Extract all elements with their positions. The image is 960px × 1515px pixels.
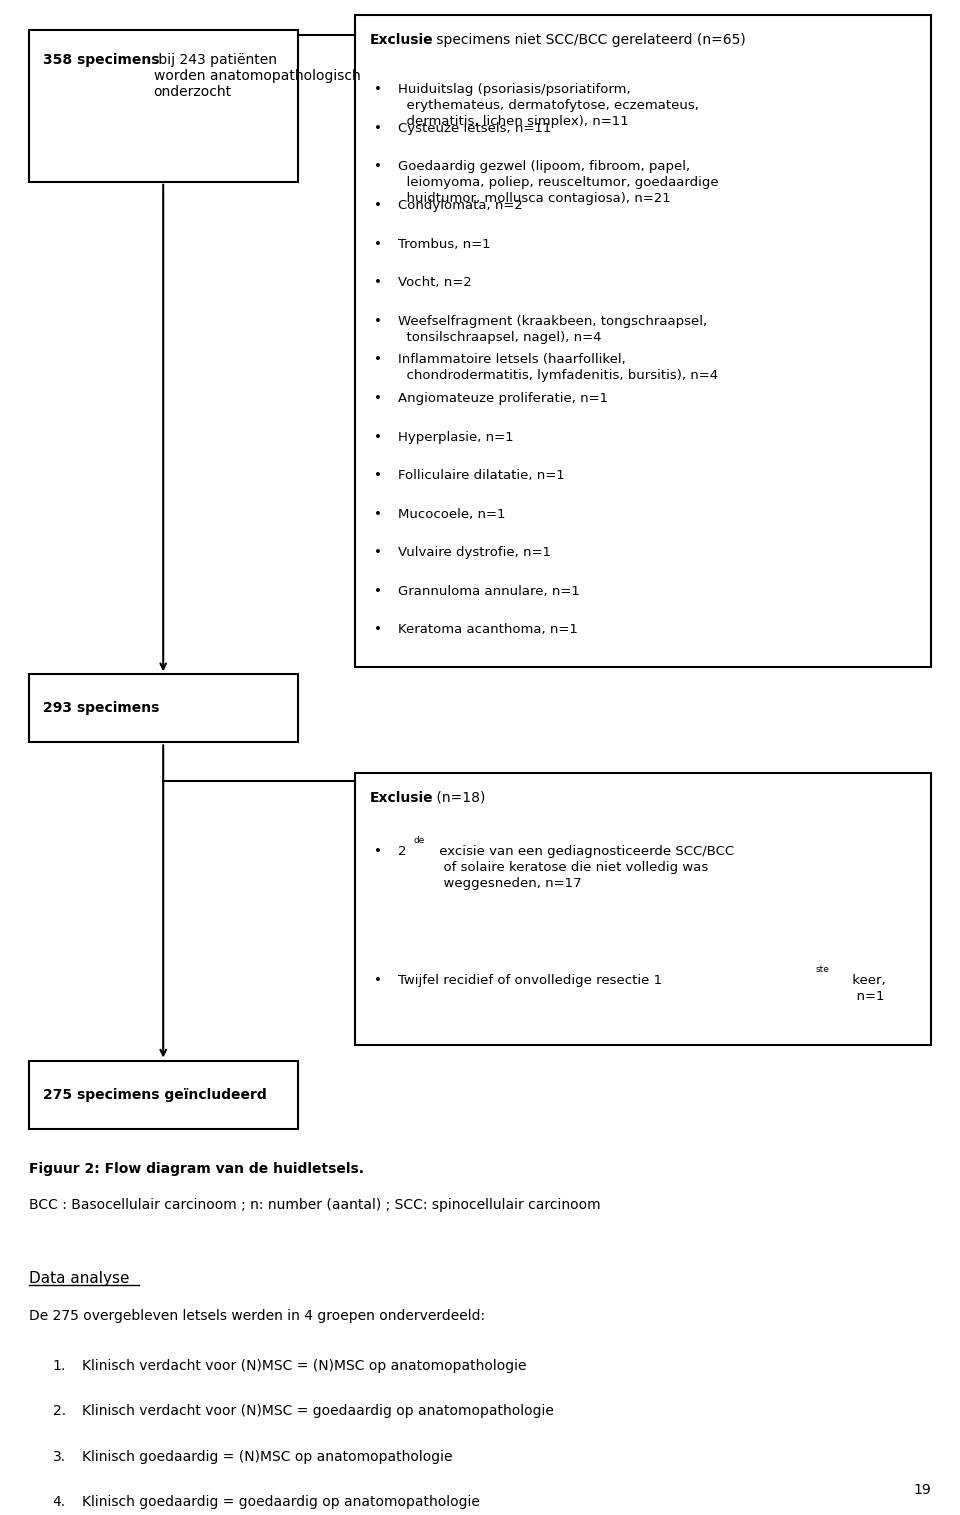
Text: Twijfel recidief of onvolledige resectie 1: Twijfel recidief of onvolledige resectie… [398, 974, 662, 988]
Text: 3.: 3. [53, 1450, 66, 1463]
Text: Huiduitslag (psoriasis/psoriatiform,
  erythemateus, dermatofytose, eczemateus,
: Huiduitslag (psoriasis/psoriatiform, ery… [398, 83, 699, 129]
Text: Folliculaire dilatatie, n=1: Folliculaire dilatatie, n=1 [398, 470, 565, 482]
Text: Grannuloma annulare, n=1: Grannuloma annulare, n=1 [398, 585, 580, 598]
Text: de: de [414, 836, 425, 845]
Text: 275 specimens geïncludeerd: 275 specimens geïncludeerd [43, 1088, 267, 1101]
Text: Angiomateuze proliferatie, n=1: Angiomateuze proliferatie, n=1 [398, 392, 609, 405]
Text: Exclusie: Exclusie [370, 791, 433, 804]
Text: •: • [374, 624, 382, 636]
FancyBboxPatch shape [355, 15, 931, 667]
Text: Goedaardig gezwel (lipoom, fibroom, papel,
  leiomyoma, poliep, reusceltumor, go: Goedaardig gezwel (lipoom, fibroom, pape… [398, 161, 719, 206]
Text: Trombus, n=1: Trombus, n=1 [398, 238, 491, 250]
Text: Data analyse: Data analyse [29, 1271, 130, 1286]
Text: (n=18): (n=18) [432, 791, 486, 804]
FancyBboxPatch shape [355, 773, 931, 1045]
Text: •: • [374, 353, 382, 367]
FancyBboxPatch shape [29, 1060, 298, 1129]
Text: BCC : Basocellulair carcinoom ; n: number (aantal) ; SCC: spinocellulair carcino: BCC : Basocellulair carcinoom ; n: numbe… [29, 1198, 600, 1212]
Text: Condylomata, n=2: Condylomata, n=2 [398, 198, 523, 212]
Text: Vocht, n=2: Vocht, n=2 [398, 276, 472, 289]
Text: specimens niet SCC/BCC gerelateerd (n=65): specimens niet SCC/BCC gerelateerd (n=65… [432, 33, 746, 47]
Text: •: • [374, 974, 382, 988]
Text: Keratoma acanthoma, n=1: Keratoma acanthoma, n=1 [398, 624, 578, 636]
Text: 1.: 1. [53, 1359, 66, 1373]
Text: De 275 overgebleven letsels werden in 4 groepen onderverdeeld:: De 275 overgebleven letsels werden in 4 … [29, 1309, 485, 1323]
Text: 293 specimens: 293 specimens [43, 701, 159, 715]
Text: •: • [374, 276, 382, 289]
Text: •: • [374, 845, 382, 859]
Text: •: • [374, 430, 382, 444]
Text: •: • [374, 198, 382, 212]
Text: •: • [374, 508, 382, 521]
Text: •: • [374, 121, 382, 135]
Text: Klinisch verdacht voor (N)MSC = goedaardig op anatomopathologie: Klinisch verdacht voor (N)MSC = goedaard… [82, 1404, 554, 1418]
Text: •: • [374, 315, 382, 327]
Text: Klinisch goedaardig = (N)MSC op anatomopathologie: Klinisch goedaardig = (N)MSC op anatomop… [82, 1450, 452, 1463]
Text: 2: 2 [398, 845, 407, 859]
Text: Hyperplasie, n=1: Hyperplasie, n=1 [398, 430, 514, 444]
Text: Inflammatoire letsels (haarfollikel,
  chondrodermatitis, lymfadenitis, bursitis: Inflammatoire letsels (haarfollikel, cho… [398, 353, 718, 382]
Text: 19: 19 [914, 1483, 931, 1497]
Text: •: • [374, 392, 382, 405]
Text: Klinisch goedaardig = goedaardig op anatomopathologie: Klinisch goedaardig = goedaardig op anat… [82, 1495, 479, 1509]
Text: 2.: 2. [53, 1404, 66, 1418]
FancyBboxPatch shape [29, 674, 298, 742]
Text: Klinisch verdacht voor (N)MSC = (N)MSC op anatomopathologie: Klinisch verdacht voor (N)MSC = (N)MSC o… [82, 1359, 526, 1373]
Text: keer,
  n=1: keer, n=1 [848, 974, 885, 1003]
FancyBboxPatch shape [29, 30, 298, 182]
Text: Vulvaire dystrofie, n=1: Vulvaire dystrofie, n=1 [398, 547, 551, 559]
Text: Weefselfragment (kraakbeen, tongschraapsel,
  tonsilschraapsel, nagel), n=4: Weefselfragment (kraakbeen, tongschraaps… [398, 315, 708, 344]
Text: •: • [374, 161, 382, 174]
Text: 4.: 4. [53, 1495, 66, 1509]
Text: excisie van een gediagnosticeerde SCC/BCC
  of solaire keratose die niet volledi: excisie van een gediagnosticeerde SCC/BC… [435, 845, 734, 891]
Text: •: • [374, 547, 382, 559]
Text: •: • [374, 585, 382, 598]
Text: Exclusie: Exclusie [370, 33, 433, 47]
Text: bij 243 patiënten
worden anatomopathologisch
onderzocht: bij 243 patiënten worden anatomopatholog… [154, 53, 360, 100]
Text: Cysteuze letsels, n=11: Cysteuze letsels, n=11 [398, 121, 552, 135]
Text: •: • [374, 238, 382, 250]
Text: 358 specimens: 358 specimens [43, 53, 159, 67]
Text: Figuur 2: Flow diagram van de huidletsels.: Figuur 2: Flow diagram van de huidletsel… [29, 1162, 364, 1176]
Text: ste: ste [816, 965, 829, 974]
Text: Mucocoele, n=1: Mucocoele, n=1 [398, 508, 506, 521]
Text: •: • [374, 470, 382, 482]
Text: •: • [374, 83, 382, 97]
